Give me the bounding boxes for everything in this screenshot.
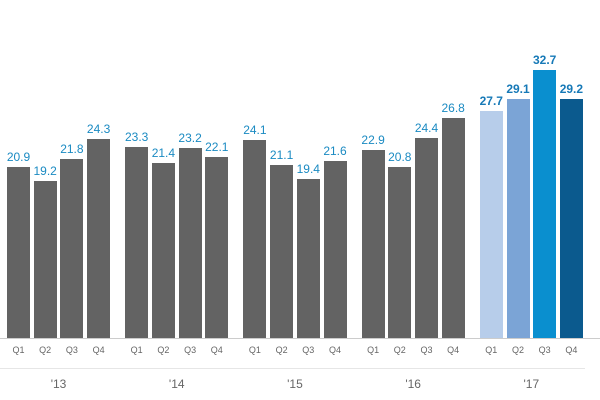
bar: [506, 99, 530, 338]
bar: [441, 118, 465, 338]
bar-value-label: 21.6: [323, 143, 347, 158]
bar: [296, 178, 320, 338]
bar: [323, 160, 347, 338]
bar: [151, 162, 175, 338]
bar: [87, 138, 111, 338]
quarter-tick-label: Q2: [157, 345, 170, 355]
quarter-tick-label: Q4: [447, 345, 460, 355]
quarter-tick-label: Q1: [130, 345, 143, 355]
quarter-tick-label: Q3: [302, 345, 315, 355]
bar: [479, 110, 503, 338]
bar: [60, 159, 84, 338]
bar-value-label: 24.1: [243, 123, 267, 138]
bar-value-label: 27.7: [479, 93, 503, 108]
year-group-label: '13: [50, 377, 67, 391]
bar-value-label: 32.7: [533, 52, 557, 67]
bar-value-label: 21.8: [60, 142, 84, 157]
year-separator-line: [0, 368, 585, 369]
year-group-label: '17: [523, 377, 540, 391]
quarter-tick-label: Q3: [65, 345, 78, 355]
bar-value-label: 22.1: [205, 139, 229, 154]
bar-value-label: 23.3: [125, 129, 149, 144]
quarter-tick-label: Q1: [248, 345, 261, 355]
bar: [559, 98, 583, 338]
quarter-tick-label: Q2: [511, 345, 524, 355]
bar: [7, 166, 30, 338]
bar-value-label: 20.9: [6, 149, 31, 164]
bar-value-label: 21.4: [151, 145, 176, 160]
quarter-tick-label: Q2: [393, 345, 406, 355]
bar-value-label: 21.1: [269, 147, 294, 162]
bar-value-label: 24.3: [86, 121, 111, 136]
quarter-tick-label: Q2: [39, 345, 52, 355]
quarter-tick-label: Q1: [367, 345, 380, 355]
bar-value-label: 26.8: [441, 101, 465, 116]
year-group-label: '15: [287, 377, 303, 391]
x-axis-line: [0, 338, 600, 339]
bar-value-label: 19.2: [33, 163, 57, 178]
year-group-label: '14: [168, 377, 185, 391]
bar-value-label: 22.9: [361, 133, 385, 148]
bar: [178, 147, 202, 338]
quarter-tick-label: Q3: [184, 345, 197, 355]
bar-value-label: 29.2: [559, 81, 584, 96]
quarter-tick-label: Q3: [420, 345, 433, 355]
bar: [243, 140, 267, 338]
quarter-tick-label: Q4: [210, 345, 223, 355]
quarter-tick-label: Q2: [275, 345, 288, 355]
bar: [270, 164, 294, 338]
quarter-tick-label: Q4: [328, 345, 341, 355]
bar: [415, 137, 438, 338]
bar: [33, 180, 57, 338]
bar: [125, 146, 149, 338]
bar-value-label: 20.8: [388, 150, 412, 165]
quarter-tick-label: Q1: [12, 345, 25, 355]
bar-value-label: 19.4: [296, 161, 320, 176]
bar: [388, 167, 412, 338]
quarter-tick-label: Q1: [485, 345, 498, 355]
bar: [361, 150, 385, 338]
bar: [205, 156, 229, 338]
quarter-tick-label: Q4: [92, 345, 105, 355]
quarter-tick-label: Q4: [565, 345, 578, 355]
year-group-label: '16: [405, 377, 421, 391]
bar-value-label: 29.1: [506, 82, 530, 97]
bar-value-label: 24.4: [414, 120, 439, 135]
bar-value-label: 23.2: [178, 130, 202, 145]
quarter-tick-label: Q3: [538, 345, 551, 355]
bar: [533, 69, 557, 338]
